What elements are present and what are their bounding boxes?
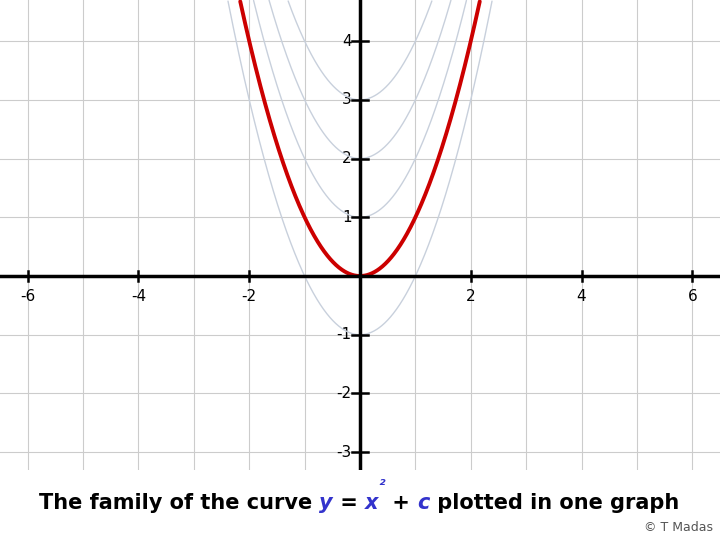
Text: -2: -2 xyxy=(336,386,351,401)
Text: plotted in one graph: plotted in one graph xyxy=(430,494,679,514)
Text: =: = xyxy=(333,494,365,514)
Text: -1: -1 xyxy=(336,327,351,342)
Text: -2: -2 xyxy=(242,289,257,304)
Text: 6: 6 xyxy=(688,289,697,304)
Text: x: x xyxy=(365,494,379,514)
Text: y: y xyxy=(319,494,333,514)
Text: 3: 3 xyxy=(342,92,351,107)
Text: -6: -6 xyxy=(20,289,35,304)
Text: © T Madas: © T Madas xyxy=(644,522,713,535)
Text: The family of the curve: The family of the curve xyxy=(39,494,319,514)
Text: 2: 2 xyxy=(466,289,476,304)
Text: c: c xyxy=(417,494,430,514)
Text: 1: 1 xyxy=(342,210,351,225)
Text: -4: -4 xyxy=(131,289,146,304)
Text: 4: 4 xyxy=(577,289,586,304)
Text: +: + xyxy=(385,494,417,514)
Text: -3: -3 xyxy=(336,444,351,460)
Text: 4: 4 xyxy=(342,33,351,49)
Text: ²: ² xyxy=(379,478,385,493)
Text: 2: 2 xyxy=(342,151,351,166)
